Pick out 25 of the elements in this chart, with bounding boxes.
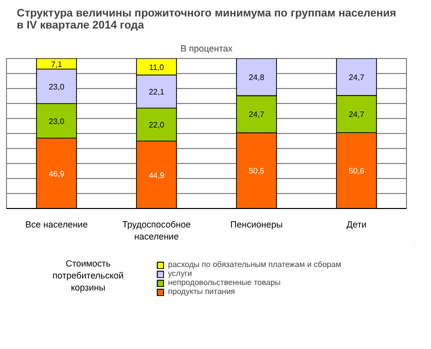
data-label: 24,7	[248, 110, 265, 120]
data-label: 24,7	[348, 73, 365, 82]
x-tick-label: Все население	[25, 220, 88, 230]
x-tick-label: Пенсионеры	[230, 220, 283, 230]
data-label: 50,6	[348, 166, 365, 176]
data-label: 23,0	[48, 82, 65, 92]
data-label: 44,9	[148, 170, 165, 180]
data-label: 50,5	[248, 166, 265, 176]
data-label: 24,7	[348, 110, 365, 120]
data-label: 7,1	[50, 60, 63, 69]
legend-label: расходы по обязательным платежам и сборам	[168, 260, 342, 269]
data-label: 22,0	[148, 120, 165, 130]
legend-label: услуги	[168, 269, 192, 278]
x-tick-label: Трудоспособное население	[122, 220, 191, 242]
chart-subtitle: В процентах	[180, 44, 233, 54]
legend-label: продукты питания	[168, 287, 235, 296]
x-tick-label: Дети	[346, 220, 366, 230]
data-label: 23,0	[48, 116, 65, 126]
legend-label: непродовольственные товары	[168, 278, 281, 287]
chart-title: Структура величины прожиточного минимума по группам населения в IV квартале 2014 года	[16, 8, 396, 32]
legend-title: Стоимость потребительской корзины	[52, 258, 124, 292]
data-label: 24,8	[248, 73, 265, 82]
data-label: 22,1	[148, 88, 165, 97]
data-label: 46,9	[48, 169, 65, 178]
data-label: 11,0	[149, 62, 165, 72]
